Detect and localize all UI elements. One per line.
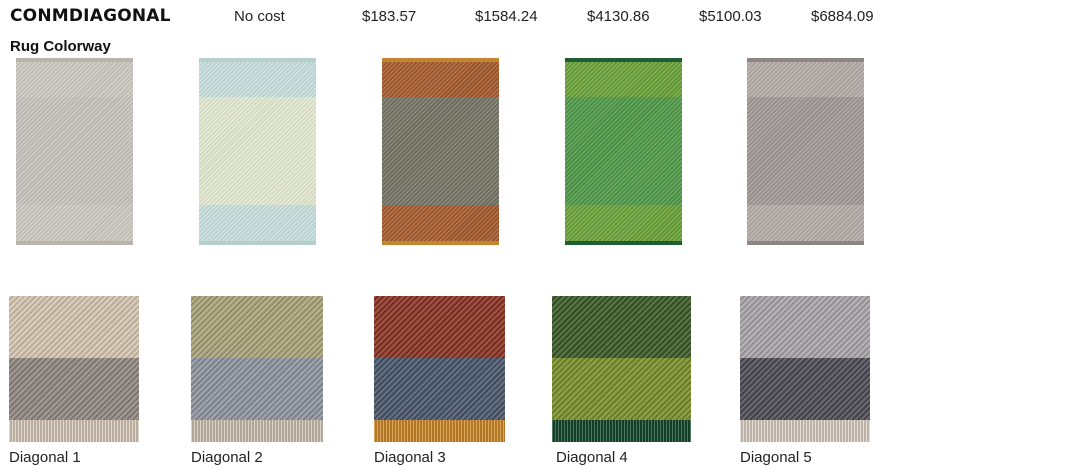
price-option-2: $1584.24 — [475, 8, 538, 25]
rug-image-diagonal-2[interactable] — [199, 58, 316, 245]
product-header: CONMDIAGONAL No cost $183.57 $1584.24 $4… — [10, 6, 1070, 28]
swatch-label-diagonal-2: Diagonal 2 — [191, 449, 263, 466]
rug-image-diagonal-3[interactable] — [382, 58, 499, 245]
price-no-cost: No cost — [234, 8, 285, 25]
price-option-1: $183.57 — [362, 8, 417, 25]
swatch-label-diagonal-1: Diagonal 1 — [9, 449, 81, 466]
swatch-label-diagonal-3: Diagonal 3 — [374, 449, 446, 466]
rug-image-diagonal-1[interactable] — [16, 58, 133, 245]
swatch-image-diagonal-2[interactable] — [191, 296, 323, 442]
swatch-label-diagonal-5: Diagonal 5 — [740, 449, 812, 466]
rug-image-diagonal-4[interactable] — [565, 58, 682, 245]
rug-image-diagonal-5[interactable] — [747, 58, 864, 245]
swatch-image-diagonal-3[interactable] — [374, 296, 505, 442]
price-option-5: $6884.09 — [811, 8, 874, 25]
price-option-4: $5100.03 — [699, 8, 762, 25]
swatch-image-diagonal-5[interactable] — [740, 296, 870, 442]
swatch-image-diagonal-4[interactable] — [552, 296, 691, 442]
price-option-3: $4130.86 — [587, 8, 650, 25]
swatch-label-diagonal-4: Diagonal 4 — [556, 449, 628, 466]
section-title-rug-colorway: Rug Colorway — [10, 38, 111, 55]
product-code: CONMDIAGONAL — [10, 6, 171, 26]
swatch-image-diagonal-1[interactable] — [9, 296, 139, 442]
